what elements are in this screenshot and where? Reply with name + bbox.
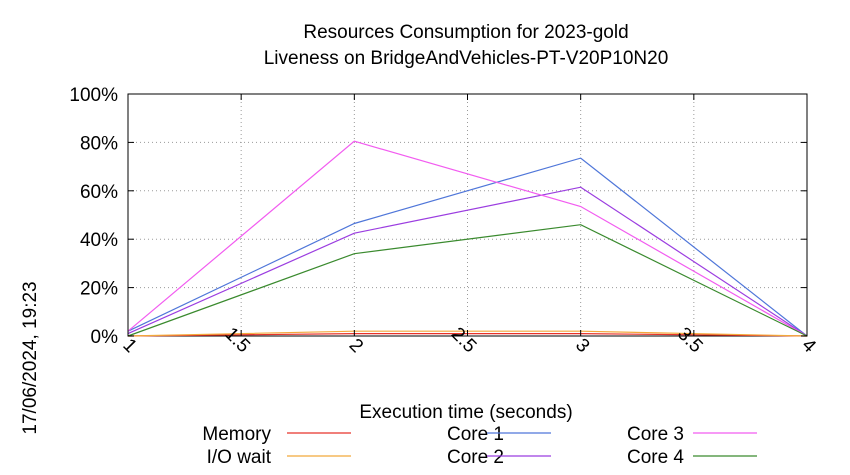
series-line-core-2 — [127, 186, 808, 337]
series-line-core-4 — [127, 224, 808, 337]
x-tick-label: 3.5 — [673, 324, 707, 358]
legend-label-core-1: Core 1 — [447, 424, 504, 445]
legend-label-memory: Memory — [202, 424, 271, 445]
legend-label-core-4: Core 4 — [627, 447, 684, 468]
y-tick-label: 0% — [91, 327, 119, 348]
series-line-core-1 — [127, 157, 808, 337]
x-tick-label: 4 — [797, 335, 820, 358]
legend-label-i-o-wait: I/O wait — [207, 447, 272, 468]
y-tick-label: 100% — [69, 85, 118, 106]
timestamp-label: 17/06/2024, 19:23 — [20, 281, 41, 434]
y-tick-label: 80% — [80, 133, 118, 154]
x-tick-label: 1 — [118, 335, 140, 357]
y-tick-label: 60% — [80, 182, 118, 203]
x-tick-label: 2 — [345, 335, 367, 357]
legend-label-core-3: Core 3 — [627, 424, 684, 445]
x-tick-label: 1.5 — [220, 324, 254, 358]
x-tick-label: 2.5 — [447, 324, 481, 358]
legend-label-core-2: Core 2 — [447, 447, 504, 468]
series-line-core-3 — [127, 140, 808, 337]
x-axis-label: Execution time (seconds) — [359, 402, 572, 423]
y-tick-label: 40% — [80, 230, 118, 251]
chart-title: Resources Consumption for 2023-gold — [303, 22, 628, 43]
x-tick-label: 3 — [571, 335, 593, 357]
grid — [127, 93, 808, 337]
y-tick-label: 20% — [80, 279, 118, 300]
chart-subtitle: Liveness on BridgeAndVehicles-PT-V20P10N… — [264, 48, 669, 69]
